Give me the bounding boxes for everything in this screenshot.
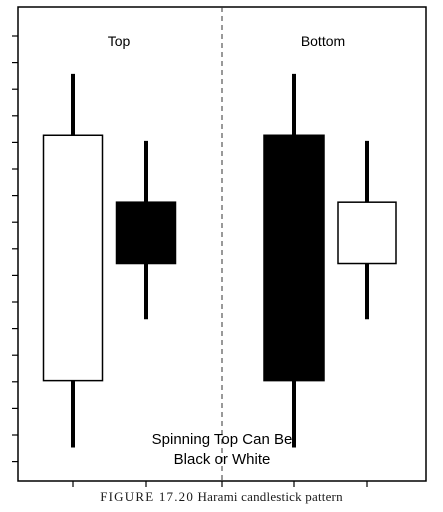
figure-label: FIGURE 17.20 — [100, 489, 195, 504]
candle-body-black — [263, 134, 325, 382]
panel-label-top: Top — [108, 33, 131, 49]
axis-ticks — [12, 35, 368, 487]
panel-label-bottom: Bottom — [301, 33, 345, 49]
candles — [42, 73, 397, 448]
candle-body-black — [115, 201, 177, 265]
figure-title: Harami candlestick pattern — [197, 489, 343, 504]
figure-caption: FIGURE 17.20 Harami candlestick pattern — [0, 489, 443, 505]
annotation-line-2: Black or White — [174, 451, 271, 468]
candle-body-white — [337, 201, 397, 265]
candle-body-white — [42, 134, 104, 382]
annotation-line-1: Spinning Top Can Be — [152, 431, 293, 448]
